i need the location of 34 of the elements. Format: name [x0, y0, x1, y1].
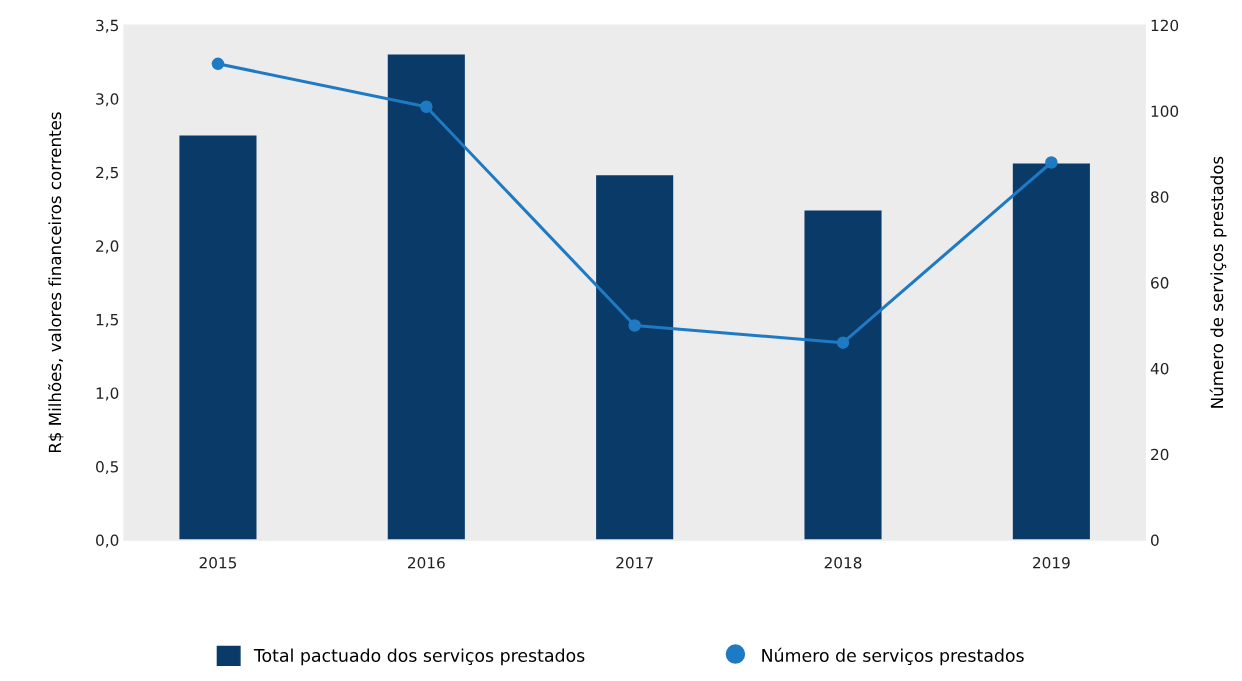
y-tick-label: 3,5	[96, 19, 119, 33]
bar	[179, 135, 257, 541]
y-tick-label: 1,5	[96, 314, 119, 327]
y-axis-title: R$ Milhões, valores financeiros correntes	[48, 112, 64, 453]
x-tick-label: 2016	[407, 556, 445, 569]
y2-tick-label: 100	[1151, 105, 1179, 118]
y2-axis-title: Número de serviços prestados	[1209, 156, 1227, 408]
point	[211, 57, 225, 71]
bar	[387, 54, 465, 541]
legend-label: Número de serviços prestados	[762, 647, 1024, 666]
y2-tick-label: 20	[1151, 448, 1169, 461]
x-tick-label: 2017	[616, 556, 653, 569]
y2-tick-label: 40	[1150, 362, 1169, 375]
legend-label: Total pactuado dos serviços prestados	[253, 648, 585, 666]
x-tick-label: 2015	[199, 556, 237, 569]
bar	[1012, 163, 1090, 541]
y2-tick-label: 80	[1151, 191, 1169, 203]
y2-tick-label: 120	[1151, 19, 1179, 32]
y-tick-label: 3,0	[96, 93, 119, 107]
y-tick-label: 0,0	[96, 534, 119, 548]
y-tick-label: 2,0	[96, 240, 119, 254]
y-tick-label: 0,5	[96, 460, 119, 475]
point	[628, 319, 641, 332]
y-tick-label: 1,0	[96, 387, 119, 401]
bar	[804, 210, 882, 541]
y2-tick-label: 60	[1151, 277, 1169, 289]
y-tick-label: 2,5	[96, 166, 119, 180]
bar	[596, 175, 674, 541]
x-tick-label: 2019	[1033, 556, 1070, 569]
y2-tick-label: 0	[1150, 534, 1159, 547]
point	[836, 336, 850, 349]
point	[1045, 156, 1058, 169]
point	[420, 100, 433, 113]
x-tick-label: 2018	[824, 556, 862, 569]
